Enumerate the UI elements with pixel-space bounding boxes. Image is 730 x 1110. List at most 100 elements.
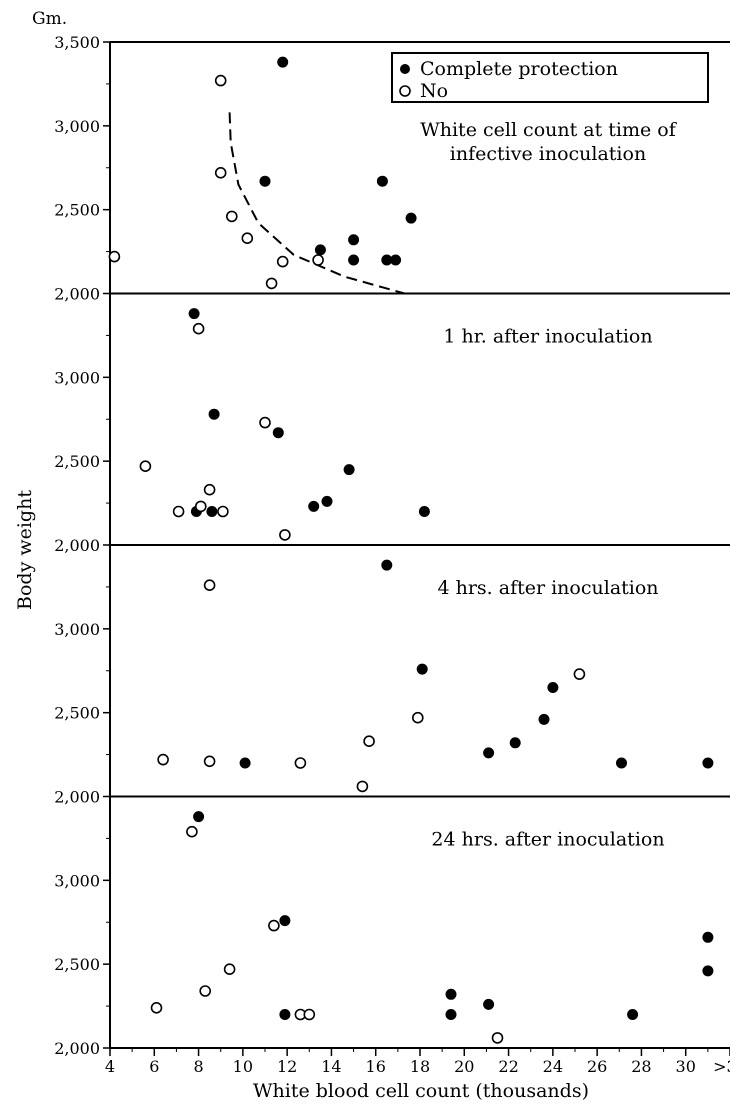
point-no-protection bbox=[199, 985, 211, 997]
legend-label-complete-protection: Complete protection bbox=[420, 58, 618, 80]
point-complete-protection bbox=[208, 408, 220, 420]
x-tick-label: 22 bbox=[498, 1057, 518, 1076]
point-complete-protection bbox=[272, 427, 284, 439]
point-complete-protection bbox=[279, 1009, 291, 1020]
x-tick-label: 26 bbox=[587, 1057, 607, 1076]
point-complete-protection bbox=[193, 811, 205, 823]
point-no-protection bbox=[241, 232, 254, 244]
point-complete-protection bbox=[390, 254, 402, 266]
point-complete-protection bbox=[627, 1009, 639, 1020]
point-complete-protection bbox=[314, 244, 326, 256]
point-no-protection bbox=[150, 1001, 163, 1014]
x-tick-label: 12 bbox=[277, 1057, 297, 1076]
point-no-protection bbox=[312, 254, 324, 266]
point-no-protection bbox=[186, 825, 198, 838]
point-complete-protection bbox=[547, 682, 559, 693]
axis-layer: 4 6 8 10 12 14 16 18 20 22 24 26 28 30 >30 2,000 2,500 3,… bbox=[54, 33, 730, 1076]
point-no-protection bbox=[411, 711, 424, 724]
x-tick-label: 14 bbox=[321, 1057, 341, 1076]
point-no-protection bbox=[363, 735, 375, 748]
point-complete-protection bbox=[405, 212, 417, 224]
panel-title-line: infective inoculation bbox=[450, 143, 646, 165]
point-complete-protection bbox=[538, 713, 550, 725]
x-axis-title: White blood cell count (thousands) bbox=[253, 1080, 589, 1102]
point-no-protection bbox=[214, 74, 227, 87]
point-no-protection bbox=[203, 483, 216, 496]
point-no-protection bbox=[172, 505, 185, 518]
point-no-protection bbox=[214, 167, 227, 179]
legend-open-marker bbox=[399, 85, 411, 97]
y-tick-label: 2,500 bbox=[54, 704, 100, 723]
point-complete-protection bbox=[348, 254, 360, 266]
point-complete-protection bbox=[702, 965, 714, 977]
point-no-protection bbox=[279, 529, 291, 541]
point-no-protection bbox=[356, 780, 369, 793]
panel-title-line: White cell count at time of bbox=[420, 119, 678, 141]
y-tick-label: 3,000 bbox=[54, 117, 100, 136]
x-tick-label: 4 bbox=[105, 1057, 115, 1076]
y-tick-label: 2,000 bbox=[54, 285, 100, 304]
panel-3: 4 hrs. after inoculation bbox=[157, 559, 714, 793]
y-tick-label: 2,500 bbox=[54, 452, 100, 471]
point-no-protection bbox=[294, 757, 307, 769]
point-no-protection bbox=[108, 250, 121, 263]
point-complete-protection bbox=[348, 234, 360, 246]
point-complete-protection bbox=[277, 56, 289, 68]
point-complete-protection bbox=[702, 757, 714, 769]
y-tick-label: 3,000 bbox=[54, 620, 100, 639]
frame-layer bbox=[109, 41, 730, 1049]
point-complete-protection bbox=[321, 495, 333, 507]
x-tick-label: 16 bbox=[366, 1057, 386, 1076]
point-complete-protection bbox=[702, 931, 714, 943]
point-complete-protection bbox=[343, 464, 355, 476]
point-no-protection bbox=[259, 416, 271, 429]
panel-4: 24 hrs. after inoculation bbox=[150, 811, 714, 1044]
y-tick-label: 3,000 bbox=[54, 871, 100, 890]
x-tick-label: 18 bbox=[410, 1057, 430, 1076]
y-tick-label: 2,000 bbox=[54, 1039, 100, 1058]
x-tick-label: >30 bbox=[713, 1057, 730, 1076]
y-tick-label: 3,000 bbox=[54, 368, 100, 387]
point-complete-protection bbox=[483, 747, 495, 759]
point-no-protection bbox=[265, 277, 278, 290]
point-no-protection bbox=[203, 755, 216, 768]
x-tick-label: 6 bbox=[149, 1057, 159, 1076]
y-tick-label: 2,000 bbox=[54, 788, 100, 807]
y-axis-title: Body weight bbox=[14, 490, 36, 610]
point-complete-protection bbox=[206, 506, 218, 517]
x-tick-label: 24 bbox=[543, 1057, 563, 1076]
y-tick-label: 3,500 bbox=[54, 33, 100, 52]
point-complete-protection bbox=[483, 998, 495, 1010]
panel-title-line: 24 hrs. after inoculation bbox=[431, 829, 664, 851]
point-no-protection bbox=[491, 1032, 504, 1044]
y-tick-label: 2,500 bbox=[54, 955, 100, 974]
legend: Complete protection No bbox=[391, 52, 709, 103]
point-complete-protection bbox=[308, 500, 320, 512]
x-tick-label: 28 bbox=[631, 1057, 651, 1076]
point-no-protection bbox=[195, 500, 207, 513]
panel-title-line: 4 hrs. after inoculation bbox=[437, 577, 658, 599]
point-no-protection bbox=[139, 460, 152, 473]
point-complete-protection bbox=[239, 757, 251, 769]
point-no-protection bbox=[217, 505, 229, 518]
point-no-protection bbox=[268, 919, 280, 932]
legend-filled-marker bbox=[400, 64, 410, 74]
point-no-protection bbox=[303, 1008, 316, 1021]
point-no-protection bbox=[226, 210, 238, 223]
x-tick-label: 20 bbox=[454, 1057, 474, 1076]
point-complete-protection bbox=[418, 506, 430, 517]
point-no-protection bbox=[192, 322, 205, 335]
legend-label-no: No bbox=[420, 80, 448, 102]
x-tick-label: 10 bbox=[233, 1057, 253, 1076]
panel-2: 1 hr. after inoculation bbox=[139, 308, 653, 541]
x-tick-label: 8 bbox=[193, 1057, 203, 1076]
point-complete-protection bbox=[259, 175, 271, 187]
point-complete-protection bbox=[445, 1009, 457, 1020]
point-complete-protection bbox=[376, 175, 388, 187]
legend-box bbox=[391, 52, 709, 103]
protection-boundary-curve bbox=[228, 112, 405, 295]
point-complete-protection bbox=[416, 663, 428, 675]
